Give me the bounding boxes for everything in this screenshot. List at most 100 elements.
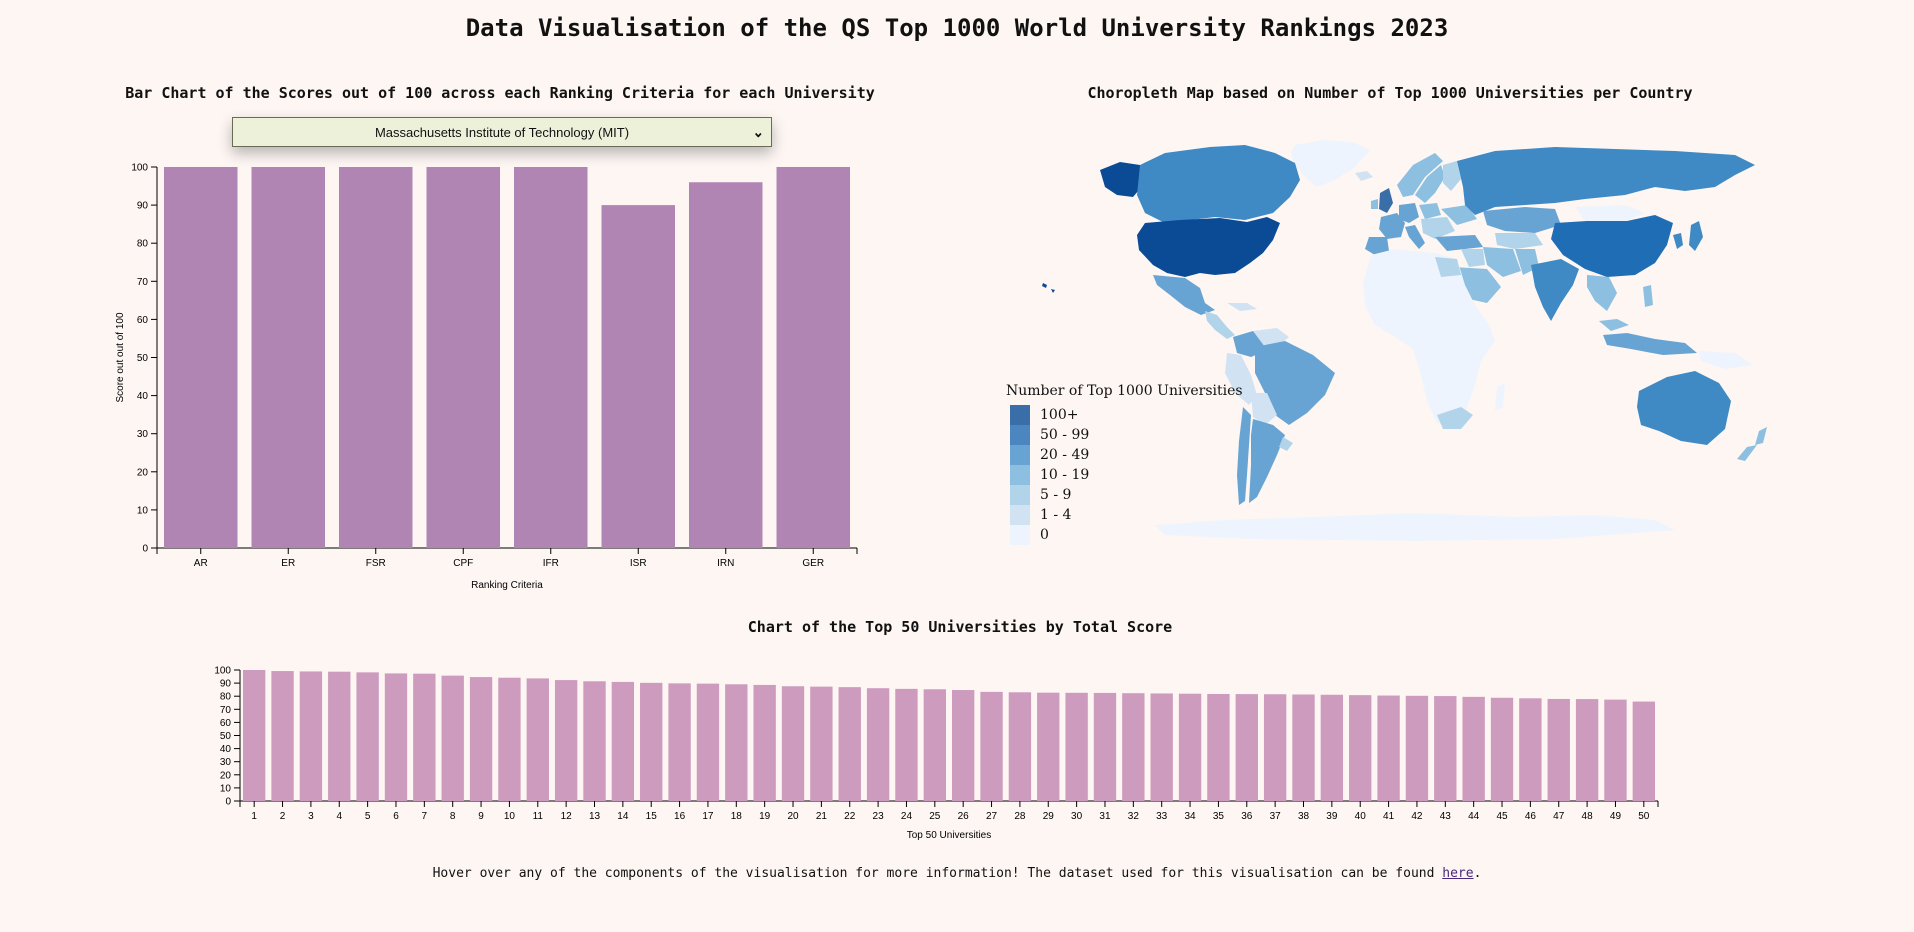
country-new-guinea[interactable]	[1699, 351, 1753, 369]
bar[interactable]	[1008, 692, 1032, 801]
country-norway[interactable]	[1397, 153, 1443, 197]
bar[interactable]	[1405, 695, 1429, 801]
bar[interactable]	[895, 688, 918, 801]
country-bolivia[interactable]	[1251, 393, 1277, 425]
bar[interactable]	[1122, 693, 1145, 801]
bar[interactable]	[384, 673, 408, 801]
bar[interactable]	[640, 682, 663, 801]
bar[interactable]	[696, 683, 720, 801]
bar[interactable]	[866, 688, 890, 801]
country-central-asia[interactable]	[1495, 233, 1543, 249]
bar[interactable]	[441, 675, 464, 801]
bar[interactable]	[413, 673, 436, 801]
country-mongolia[interactable]	[1575, 205, 1645, 221]
country-indonesia[interactable]	[1603, 333, 1697, 355]
country-north-africa[interactable]	[1363, 249, 1495, 425]
bar[interactable]	[753, 684, 776, 801]
country-iran[interactable]	[1483, 247, 1521, 277]
bar[interactable]	[1349, 695, 1372, 801]
bar[interactable]	[1263, 694, 1287, 801]
bar[interactable]	[356, 672, 379, 801]
country-india[interactable]	[1531, 259, 1579, 321]
bar[interactable]	[514, 167, 588, 548]
bar[interactable]	[271, 671, 294, 801]
country-poland[interactable]	[1419, 203, 1441, 219]
bar[interactable]	[1604, 699, 1627, 801]
country-ukraine[interactable]	[1441, 205, 1477, 225]
country-japan[interactable]	[1689, 221, 1703, 251]
bar[interactable]	[1490, 697, 1514, 801]
bar[interactable]	[1235, 694, 1258, 801]
bar[interactable]	[526, 678, 549, 801]
bar[interactable]	[725, 684, 748, 801]
bar[interactable]	[838, 687, 861, 801]
bar[interactable]	[251, 167, 326, 548]
bar[interactable]	[1434, 696, 1457, 801]
country-argentina[interactable]	[1249, 419, 1285, 503]
country-brazil[interactable]	[1255, 341, 1335, 425]
country-southeast-asia[interactable]	[1587, 275, 1617, 311]
country-ireland[interactable]	[1371, 199, 1378, 209]
country-sweden[interactable]	[1415, 165, 1445, 203]
bar[interactable]	[583, 681, 606, 801]
country-egypt[interactable]	[1435, 257, 1461, 277]
country-spain[interactable]	[1365, 237, 1389, 255]
country-south-africa[interactable]	[1437, 407, 1473, 429]
country-iceland[interactable]	[1355, 171, 1373, 181]
bar[interactable]	[810, 686, 833, 801]
bar[interactable]	[164, 167, 238, 548]
country-italy[interactable]	[1405, 225, 1425, 249]
country-usa[interactable]	[1137, 217, 1280, 277]
bar[interactable]	[328, 671, 351, 801]
country-uk[interactable]	[1379, 188, 1393, 213]
university-select[interactable]: Massachusetts Institute of Technology (M…	[232, 117, 772, 147]
bar[interactable]	[1292, 694, 1315, 801]
bar[interactable]	[339, 167, 413, 548]
bar[interactable]	[469, 677, 493, 801]
bar[interactable]	[243, 670, 266, 801]
bar[interactable]	[1093, 692, 1117, 801]
country-chile[interactable]	[1237, 407, 1251, 505]
country-hawaii[interactable]	[1042, 283, 1055, 293]
country-canada[interactable]	[1137, 145, 1300, 222]
country-germany[interactable]	[1399, 203, 1419, 223]
bar[interactable]	[1547, 698, 1570, 801]
country-iraq-syria[interactable]	[1461, 249, 1485, 267]
bar[interactable]	[611, 681, 635, 801]
country-peru[interactable]	[1225, 353, 1257, 405]
bar[interactable]	[781, 686, 805, 801]
bar[interactable]	[1207, 693, 1230, 801]
dataset-link[interactable]: here	[1442, 866, 1474, 881]
country-new-zealand[interactable]	[1737, 427, 1767, 461]
bar[interactable]	[554, 680, 578, 801]
country-eastern-europe[interactable]	[1421, 217, 1455, 239]
bar[interactable]	[689, 182, 763, 549]
bar[interactable]	[1462, 696, 1485, 801]
bar[interactable]	[1320, 694, 1344, 801]
country-antarctica[interactable]	[1155, 513, 1675, 541]
country-china[interactable]	[1551, 215, 1673, 277]
country-turkey[interactable]	[1435, 235, 1483, 251]
bar[interactable]	[1575, 699, 1599, 801]
country-korea[interactable]	[1673, 233, 1683, 249]
country-central-america[interactable]	[1205, 311, 1235, 339]
bar[interactable]	[1065, 692, 1088, 801]
bar[interactable]	[1037, 692, 1060, 801]
bar[interactable]	[923, 689, 946, 801]
country-uruguay[interactable]	[1279, 437, 1293, 451]
country-madagascar[interactable]	[1495, 383, 1505, 411]
bar[interactable]	[426, 167, 501, 548]
country-greenland[interactable]	[1291, 140, 1370, 187]
bar[interactable]	[668, 683, 691, 801]
bar[interactable]	[1519, 698, 1542, 801]
country-australia[interactable]	[1637, 371, 1731, 445]
bar[interactable]	[952, 690, 975, 801]
country-philippines[interactable]	[1643, 285, 1653, 307]
country-malaysia[interactable]	[1599, 319, 1629, 331]
bar[interactable]	[1377, 695, 1400, 801]
country-france[interactable]	[1379, 213, 1405, 239]
country-mexico[interactable]	[1153, 275, 1215, 315]
bar[interactable]	[498, 677, 521, 801]
country-finland[interactable]	[1443, 161, 1461, 191]
bar[interactable]	[776, 167, 851, 548]
